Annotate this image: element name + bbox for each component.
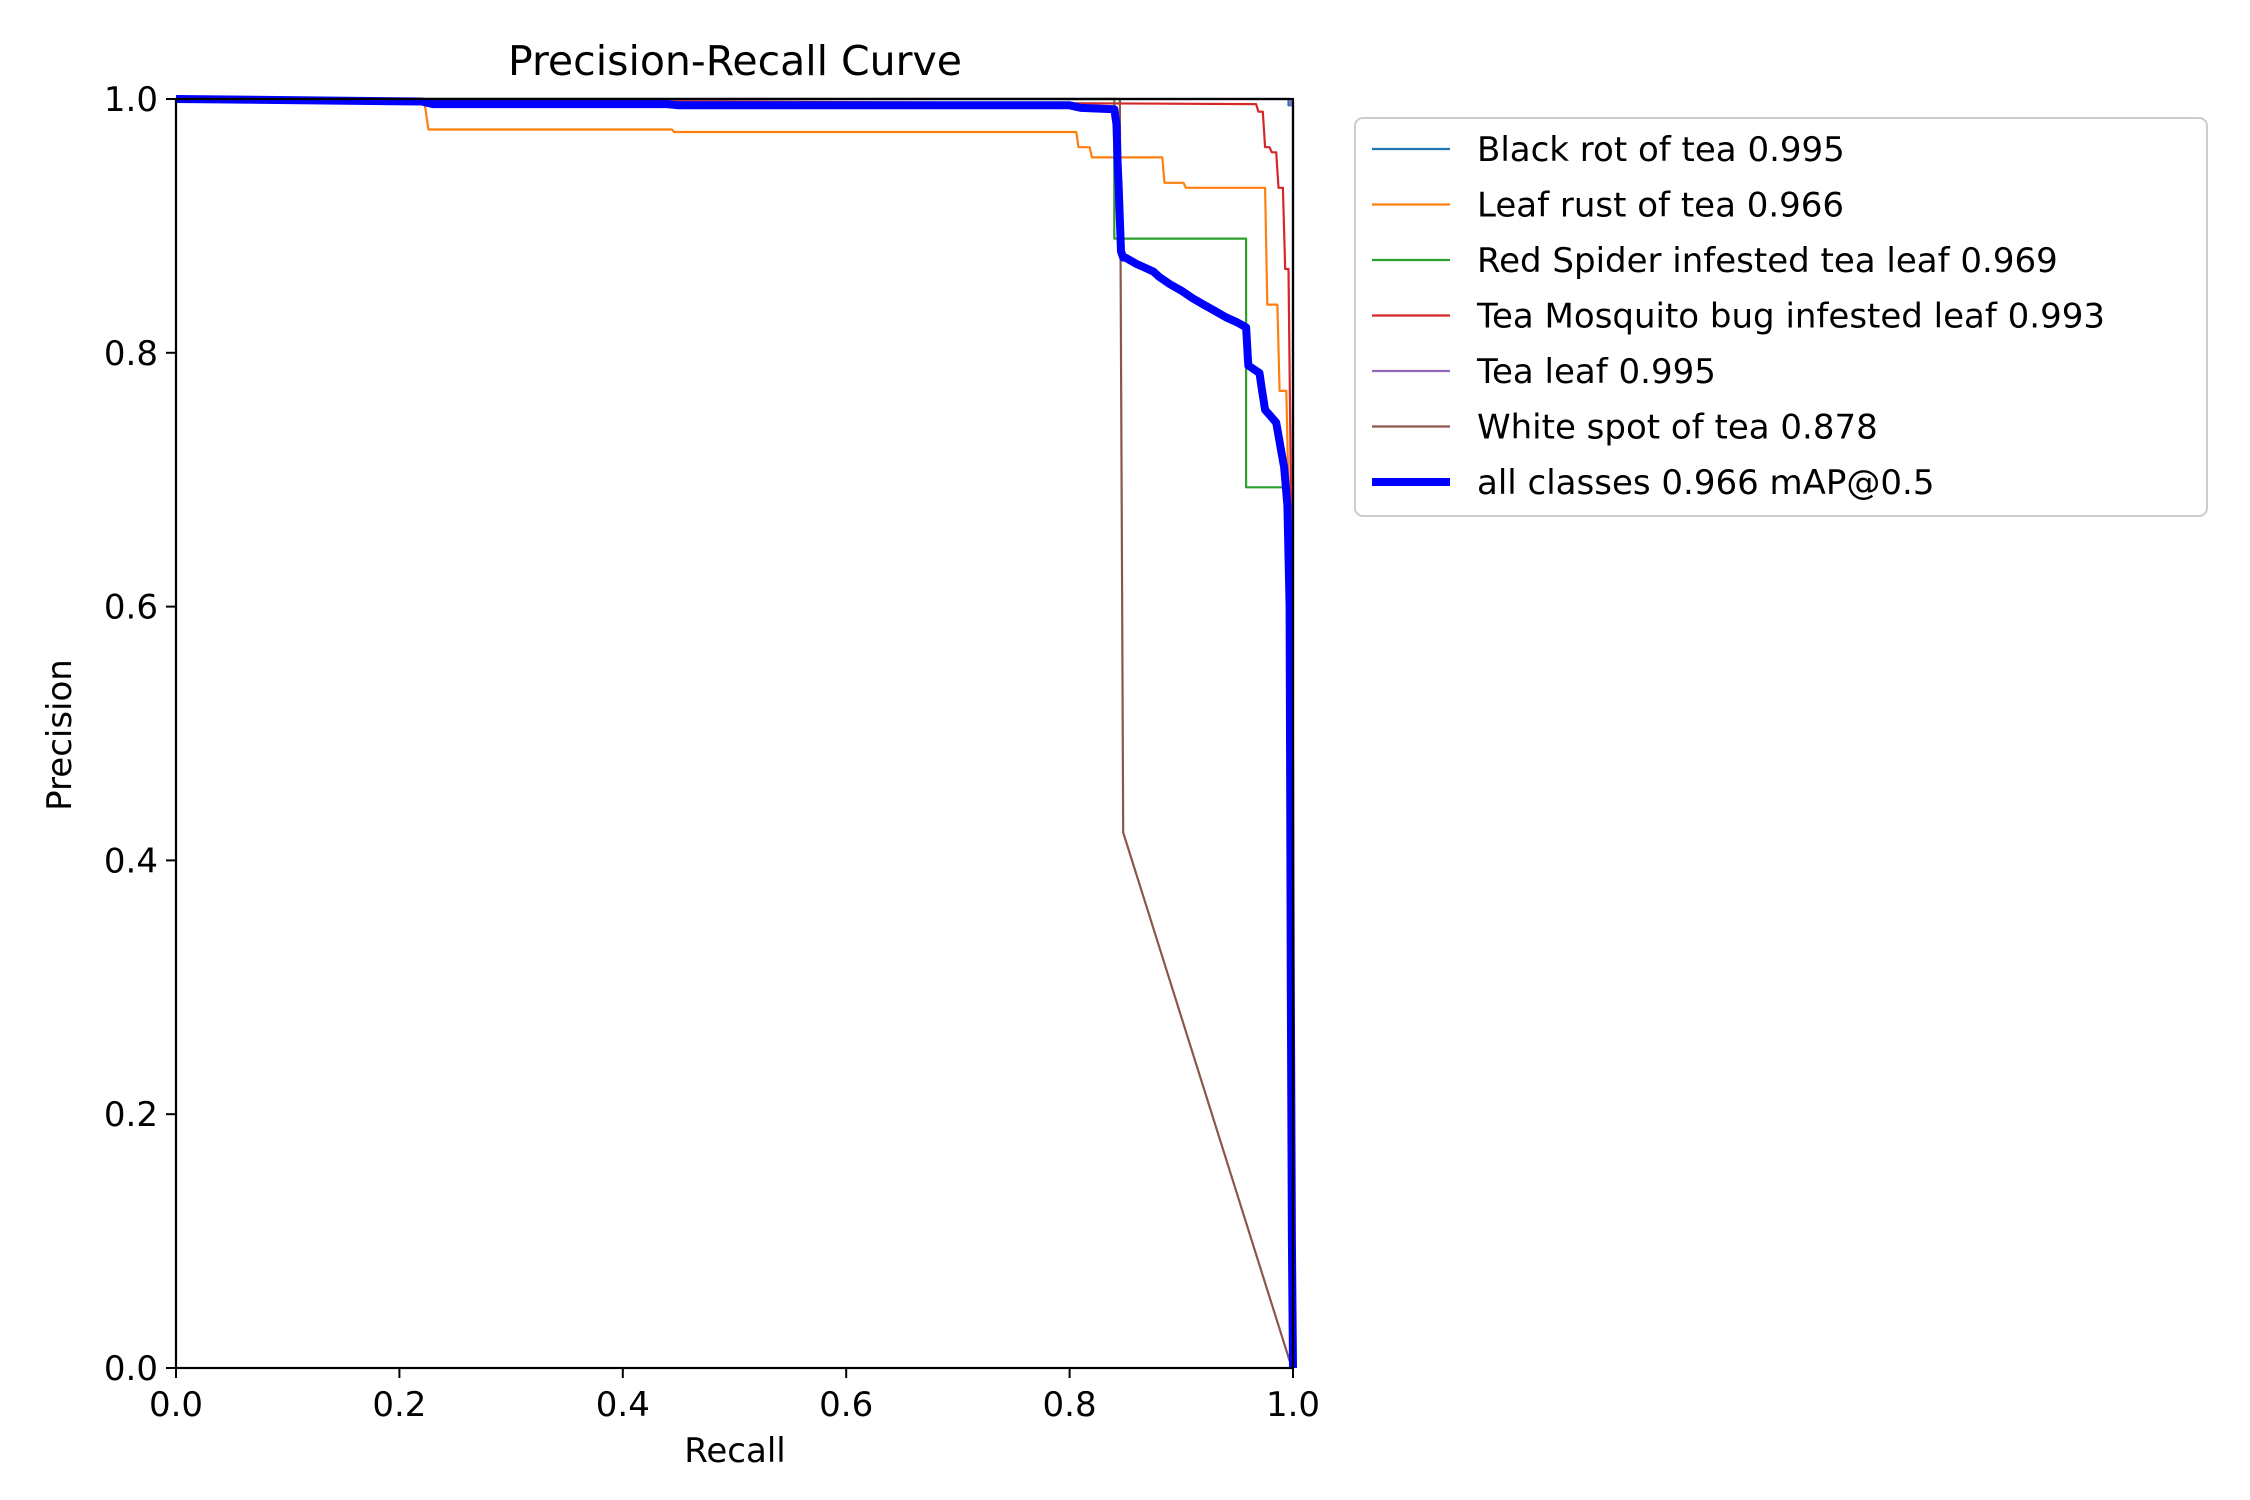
axis-ticks: 0.0 0.2 0.4 0.6 0.8 1.0 0.0 0.2 0.4 0.6 0.8 1.0 [104, 80, 1320, 1425]
x-tick-label: 0.0 [149, 1385, 203, 1425]
chart-title: Precision-Recall Curve [508, 37, 962, 85]
legend-label-tea-leaf-0-995: Tea leaf 0.995 [1476, 352, 1716, 392]
series-line-6 [175, 95, 1297, 1369]
legend-label-tea-mosquito-bug-infested-leaf-0-993: Tea Mosquito bug infested leaf 0.993 [1476, 297, 2105, 337]
y-tick-label: 0.4 [104, 841, 158, 881]
series-line-1 [176, 97, 1295, 1369]
y-tick-label: 0.2 [104, 1095, 158, 1135]
plot-frame [174, 97, 1295, 1370]
series-line-4 [176, 97, 1295, 1368]
legend-label-all-classes-0-966-map-0-5: all classes 0.966 mAP@0.5 [1477, 463, 1934, 503]
series-line-2 [176, 97, 1295, 1369]
axes-frame [174, 97, 1295, 1370]
series-lines [175, 95, 1297, 1370]
legend-label-black-rot-of-tea-0-995: Black rot of tea 0.995 [1477, 130, 1845, 170]
y-axis-label: Precision [40, 659, 80, 811]
y-tick-label: 0.8 [104, 334, 158, 374]
legend-label-red-spider-infested-tea-leaf-0-969: Red Spider infested tea leaf 0.969 [1477, 241, 2058, 281]
x-tick-label: 0.2 [372, 1385, 426, 1425]
legend-box [1354, 117, 2208, 517]
legend: Black rot of tea 0.995 Leaf rust of tea 0… [1354, 117, 2208, 517]
series-line-0 [176, 97, 1295, 1368]
x-tick-label: 0.8 [1043, 1385, 1097, 1425]
x-tick-label: 1.0 [1266, 1385, 1320, 1425]
series-line-3 [175, 97, 1295, 1369]
x-axis-label: Recall [684, 1431, 785, 1471]
y-tick-label: 1.0 [104, 80, 158, 120]
series-line-5 [176, 97, 1294, 1370]
x-tick-label: 0.4 [596, 1385, 650, 1425]
legend-label-white-spot-of-tea-0-878: White spot of tea 0.878 [1477, 408, 1878, 448]
x-tick-label: 0.6 [819, 1385, 873, 1425]
legend-label-leaf-rust-of-tea-0-966: Leaf rust of tea 0.966 [1477, 186, 1844, 226]
y-tick-label: 0.0 [104, 1349, 158, 1389]
y-tick-label: 0.6 [104, 588, 158, 628]
